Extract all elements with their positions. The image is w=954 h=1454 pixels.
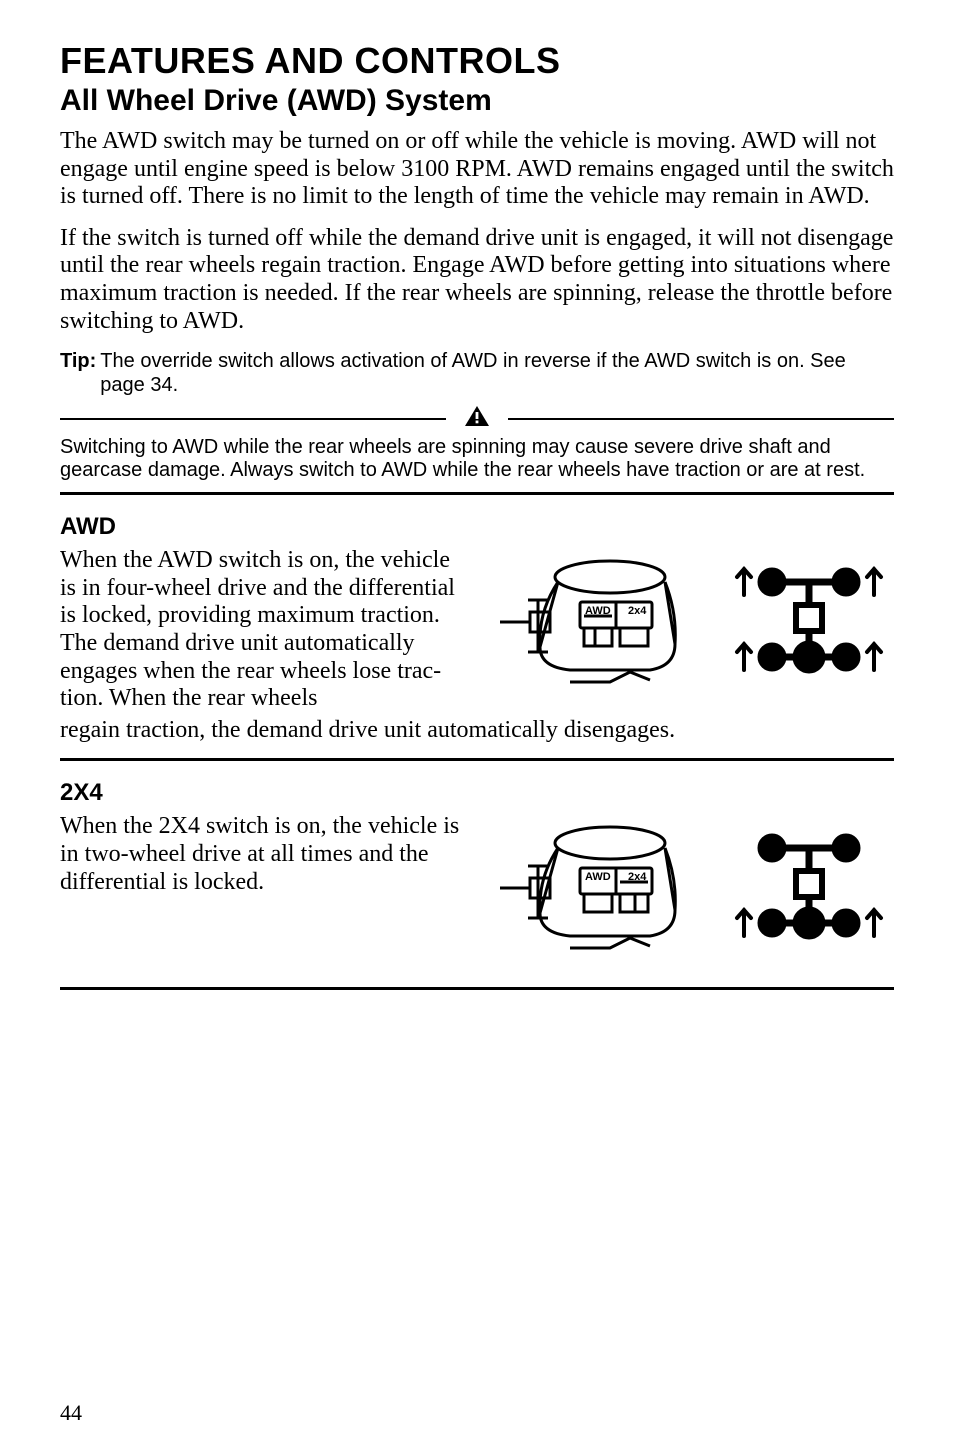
warning-text: Switching to AWD while the rear wheels a… [60,436,894,482]
divider-left [60,418,446,420]
divider-right [508,418,894,420]
2x4-illustration: AWD 2x4 [480,813,894,963]
awd-illustration: AWD 2x4 [480,547,894,697]
awd-switch-icon: AWD 2x4 [480,552,700,692]
paragraph-1: The AWD switch may be turned on or off w… [60,128,894,211]
2x4-switch-icon: AWD 2x4 [480,818,700,958]
paragraph-2: If the switch is turned off while the de… [60,225,894,335]
2x4-drivetrain-icon [724,813,894,963]
2x4-section: When the 2X4 switch is on, the vehicle i… [60,813,894,963]
awd-text-col: When the AWD switch is on, the vehicle i… [60,547,464,713]
page-number: 44 [60,1400,82,1426]
section-divider-2 [60,758,894,761]
tip-label: Tip: [60,349,96,397]
tip-text: The override switch allows activation of… [100,349,894,397]
awd-text-part1: When the AWD switch is on, the vehicle i… [60,547,455,711]
warning-divider [60,405,894,432]
2x4-text: When the 2X4 switch is on, the vehicle i… [60,813,464,896]
section-divider-1 [60,492,894,495]
page-title-sub: All Wheel Drive (AWD) System [60,84,894,118]
section-divider-3 [60,987,894,990]
awd-drivetrain-icon [724,547,894,697]
2x4-heading: 2X4 [60,779,894,807]
switch-label-awd-2: AWD [585,871,611,883]
awd-section: When the AWD switch is on, the vehicle i… [60,547,894,713]
awd-text-part2: regain traction, the demand drive unit a… [60,717,894,745]
switch-label-2x4: 2x4 [628,605,647,617]
warning-icon [446,405,508,432]
awd-heading: AWD [60,513,894,541]
tip-block: Tip: The override switch allows activati… [60,349,894,397]
page-title-main: FEATURES AND CONTROLS [60,40,894,82]
